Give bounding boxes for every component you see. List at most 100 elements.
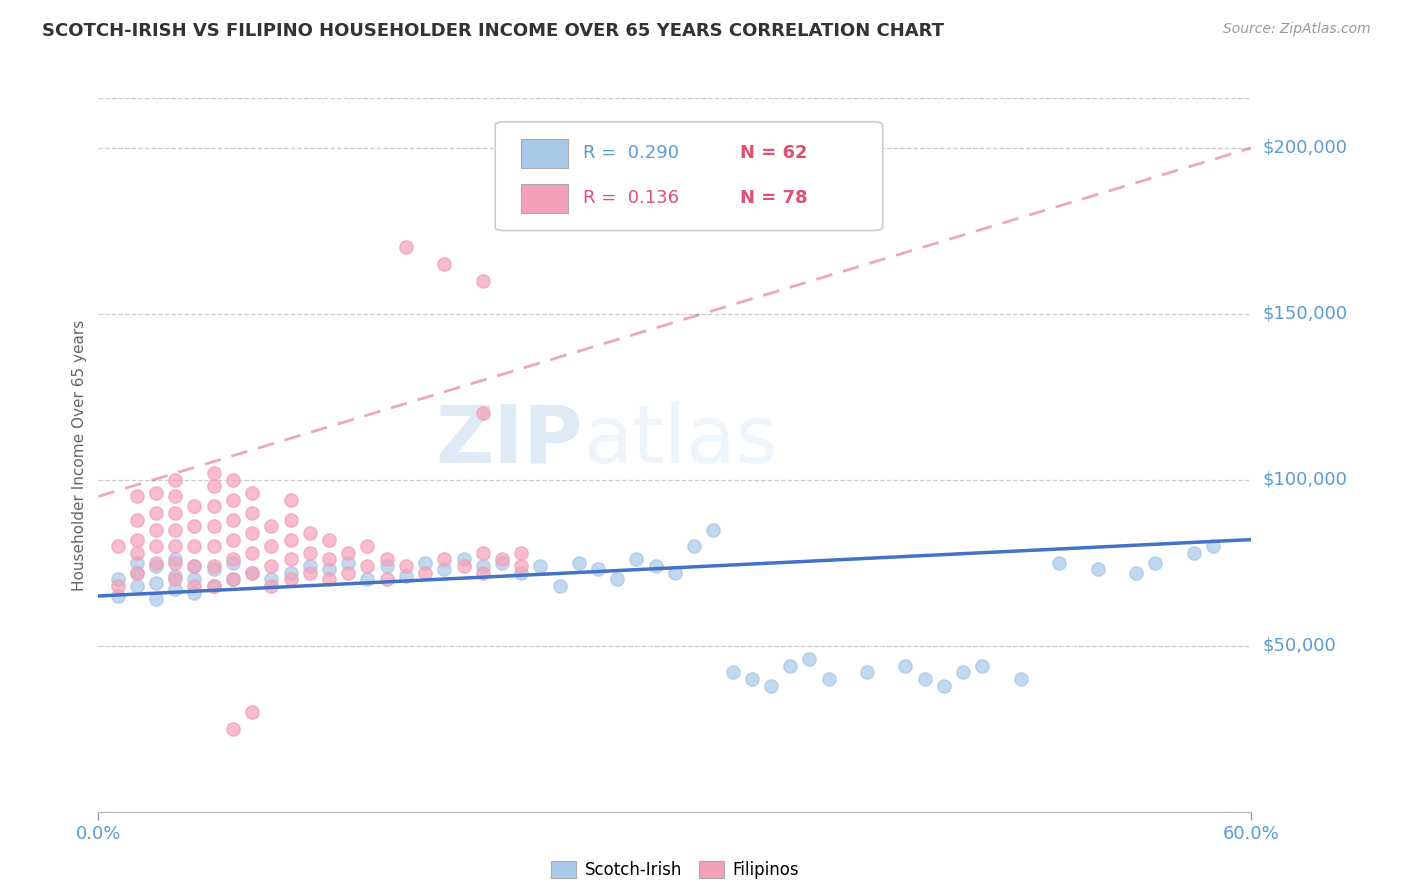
Point — [240, 566, 263, 580]
FancyBboxPatch shape — [520, 139, 568, 168]
Point — [240, 525, 263, 540]
Point — [932, 679, 955, 693]
Point — [375, 559, 398, 574]
Point — [1144, 556, 1167, 570]
Point — [471, 406, 494, 420]
Text: $200,000: $200,000 — [1263, 139, 1347, 157]
Point — [202, 466, 225, 480]
Point — [222, 513, 245, 527]
Point — [298, 559, 321, 574]
Point — [1047, 556, 1070, 570]
Point — [125, 513, 148, 527]
Point — [510, 566, 533, 580]
Point — [337, 546, 360, 560]
Point — [606, 573, 628, 587]
Point — [548, 579, 571, 593]
Point — [817, 672, 839, 686]
Point — [145, 575, 167, 590]
Point — [337, 566, 360, 580]
Point — [280, 513, 302, 527]
Point — [125, 546, 148, 560]
Point — [529, 559, 551, 574]
Text: N = 78: N = 78 — [740, 189, 807, 207]
Point — [183, 559, 205, 574]
Point — [240, 566, 263, 580]
Point — [318, 533, 340, 547]
Point — [202, 519, 225, 533]
Point — [914, 672, 936, 686]
Point — [222, 552, 245, 566]
Point — [779, 658, 801, 673]
Point — [375, 552, 398, 566]
Point — [1202, 539, 1225, 553]
Legend: Scotch-Irish, Filipinos: Scotch-Irish, Filipinos — [544, 854, 806, 886]
Text: SCOTCH-IRISH VS FILIPINO HOUSEHOLDER INCOME OVER 65 YEARS CORRELATION CHART: SCOTCH-IRISH VS FILIPINO HOUSEHOLDER INC… — [42, 22, 945, 40]
Point — [856, 665, 879, 680]
Text: Source: ZipAtlas.com: Source: ZipAtlas.com — [1223, 22, 1371, 37]
Point — [183, 519, 205, 533]
Point — [183, 500, 205, 514]
Point — [183, 579, 205, 593]
Point — [471, 566, 494, 580]
Point — [202, 479, 225, 493]
Point — [125, 490, 148, 504]
Point — [260, 519, 283, 533]
Point — [125, 579, 148, 593]
Point — [1087, 562, 1109, 576]
Point — [240, 486, 263, 500]
Point — [298, 525, 321, 540]
Point — [1125, 566, 1147, 580]
Point — [222, 722, 245, 736]
Point — [165, 556, 187, 570]
Point — [280, 552, 302, 566]
Point — [125, 533, 148, 547]
Text: $50,000: $50,000 — [1263, 637, 1336, 655]
Point — [471, 559, 494, 574]
Point — [298, 566, 321, 580]
Point — [453, 559, 475, 574]
Point — [145, 559, 167, 574]
Point — [125, 566, 148, 580]
Point — [799, 652, 821, 666]
FancyBboxPatch shape — [495, 122, 883, 230]
Point — [165, 506, 187, 520]
Point — [202, 539, 225, 553]
Point — [491, 552, 513, 566]
Point — [471, 274, 494, 288]
Point — [165, 539, 187, 553]
Point — [107, 539, 129, 553]
Point — [644, 559, 666, 574]
Point — [222, 556, 245, 570]
Point — [183, 539, 205, 553]
Point — [433, 562, 456, 576]
Text: R =  0.136: R = 0.136 — [583, 189, 679, 207]
Point — [280, 566, 302, 580]
Point — [337, 556, 360, 570]
Point — [260, 539, 283, 553]
Point — [240, 546, 263, 560]
Point — [125, 566, 148, 580]
Point — [298, 546, 321, 560]
Point — [683, 539, 706, 553]
Point — [107, 589, 129, 603]
Point — [318, 573, 340, 587]
Point — [894, 658, 917, 673]
Point — [165, 582, 187, 597]
Point — [145, 486, 167, 500]
Point — [972, 658, 994, 673]
Point — [1010, 672, 1032, 686]
Point — [183, 573, 205, 587]
Point — [626, 552, 648, 566]
Point — [222, 533, 245, 547]
Text: atlas: atlas — [582, 401, 778, 480]
Point — [356, 539, 378, 553]
Point — [145, 539, 167, 553]
Point — [145, 523, 167, 537]
Point — [433, 257, 456, 271]
Point — [280, 492, 302, 507]
Point — [125, 556, 148, 570]
Point — [413, 556, 436, 570]
Point — [260, 573, 283, 587]
Point — [395, 559, 418, 574]
Point — [318, 562, 340, 576]
